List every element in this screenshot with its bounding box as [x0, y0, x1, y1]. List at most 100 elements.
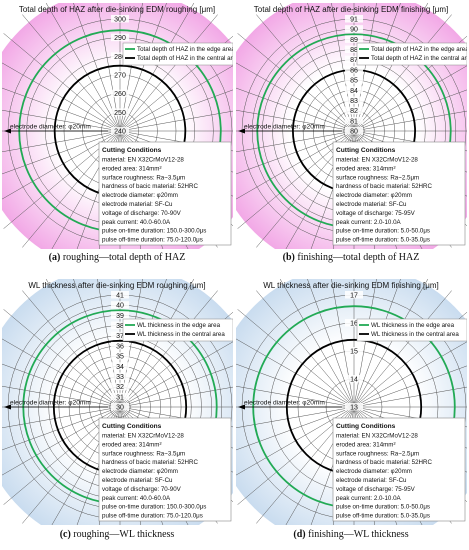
tick-labels: 13 14 15 16 17 [345, 291, 363, 412]
tick-label: 38 [116, 323, 124, 330]
tick-label-bg [111, 311, 129, 319]
conditions-line: pulse off-time duration: 75.0-120.0μs [102, 237, 203, 244]
spoke [2, 338, 121, 408]
conditions-line: pulse off-time duration: 5.0-35.0μs [336, 237, 430, 244]
conditions-heading: Cutting Conditions [102, 147, 162, 154]
spoke [22, 290, 121, 408]
spoke [236, 109, 355, 132]
conditions-line: surface roughness: Ra~2.5μm [336, 450, 419, 457]
conditions-line: pulse on-time duration: 150.0-300.0μs [102, 228, 206, 235]
tick-label: 32 [116, 384, 124, 391]
legend-entry: WL thickness in the central area [371, 331, 459, 338]
conditions-line: voltage of discharge: 75-95V [336, 486, 416, 493]
spoke [236, 338, 355, 408]
polar-chart-c: WL thickness after die-sinking EDM rough… [2, 279, 233, 525]
conditions-line: eroded area: 314mm² [102, 165, 162, 172]
legend-entry: Total depth of HAZ in the central area [371, 55, 467, 62]
spoke [2, 385, 121, 408]
tick-label-bg [345, 15, 363, 23]
tick-label: 37 [116, 333, 124, 340]
legend: Total depth of HAZ in the edge area Total… [356, 42, 467, 66]
tick-label-bg [111, 341, 129, 350]
polar-chart-d: WL thickness after die-sinking EDM finis… [236, 279, 467, 525]
spoke [353, 65, 467, 132]
spoke [119, 89, 233, 132]
spoke [22, 14, 121, 132]
conditions-line: material: EN X32CrMoV12-28 [102, 433, 184, 440]
diameter-arrow-icon [238, 404, 245, 410]
legend-entry: WL thickness in the central area [137, 331, 225, 338]
tick-label: 260 [114, 91, 126, 98]
tick-label-bg [345, 403, 363, 411]
conditions-line: pulse off-time duration: 75.0-120.0μs [102, 513, 203, 520]
diameter-label: electrode diameter: φ20mm [244, 400, 325, 407]
chart-title: Total depth of HAZ after die-sinking EDM… [254, 5, 448, 14]
tick-label-bg [111, 127, 129, 135]
spoke [256, 290, 355, 408]
tick-labels: 80 81 82 83 84 85 86 87 88 89 90 91 [345, 15, 363, 136]
legend-box [356, 42, 467, 66]
spoke [236, 406, 355, 476]
caption-a: (a) roughing—total depth of HAZ [2, 252, 232, 263]
tick-label-bg [111, 352, 129, 360]
spoke [73, 3, 121, 132]
legend-entry: WL thickness in the edge area [371, 322, 455, 329]
tick-label-bg [111, 362, 129, 370]
tick-label: 15 [350, 349, 358, 356]
spoke [45, 279, 121, 408]
spoke [236, 62, 355, 132]
tick-label: 35 [116, 354, 124, 361]
spoke [2, 406, 121, 429]
spoke [353, 14, 452, 132]
tick-label: 87 [350, 57, 358, 64]
spoke [236, 130, 355, 175]
tick-label-bg [111, 382, 129, 391]
caption-d: (d) finishing—WL thickness [236, 529, 466, 540]
spoke [97, 279, 121, 408]
caption-a-text: roughing—total depth of HAZ [60, 252, 186, 263]
spoke [97, 3, 121, 132]
spoke [119, 290, 218, 408]
caption-b: (b) finishing—total depth of HAZ [236, 252, 466, 263]
cutting-conditions-box: Cutting Conditions material: EN X32CrMoV1… [332, 141, 466, 246]
spoke [3, 309, 121, 408]
conditions-line: voltage of discharge: 70-90V [102, 210, 182, 217]
legend-box [122, 318, 233, 342]
conditions-line: hardness of bacic material: 52HRC [102, 183, 198, 190]
spoke [2, 87, 121, 132]
conditions-line: peak current: 2.0-10.0A [336, 495, 402, 502]
conditions-line: material: EN X32CrMoV12-28 [102, 157, 184, 164]
spoke [119, 386, 233, 408]
caption-c-tag: (c) [59, 529, 71, 540]
spoke [119, 341, 233, 408]
tick-label-bg [345, 106, 363, 115]
chart-title: WL thickness after die-sinking EDM rough… [28, 281, 205, 290]
spoke [279, 3, 355, 132]
conditions-line: voltage of discharge: 75-95V [336, 210, 416, 217]
tick-label: 82 [350, 108, 358, 115]
conditions-line: pulse on-time duration: 5.0-50.0μs [336, 228, 430, 235]
tick-label: 91 [350, 17, 358, 24]
tick-label-bg [111, 301, 129, 309]
spoke [236, 406, 355, 451]
spoke [236, 385, 355, 408]
tick-label-bg [111, 89, 129, 98]
spoke [237, 309, 355, 408]
conditions-box [332, 141, 466, 246]
tick-label: 40 [116, 303, 124, 310]
conditions-line: electrode diameter: φ20mm [336, 192, 412, 199]
conditions-line: voltage of discharge: 70-90V [102, 486, 182, 493]
conditions-line: surface roughness: Ra~3.5μm [102, 174, 185, 181]
conditions-line: electrode material: SF-Cu [336, 477, 407, 484]
tick-label: 84 [350, 88, 358, 95]
spoke [2, 130, 121, 175]
tick-label-bg [345, 86, 363, 94]
diameter-label: electrode diameter: φ20mm [244, 124, 325, 131]
spoke [119, 65, 233, 132]
tick-label-bg [111, 291, 129, 299]
electrode-diameter-annotation: electrode diameter: φ20mm [4, 124, 108, 134]
conditions-heading: Cutting Conditions [336, 147, 396, 154]
diameter-arrow-icon [238, 128, 245, 134]
spoke [2, 109, 121, 132]
tick-label: 81 [350, 118, 358, 125]
